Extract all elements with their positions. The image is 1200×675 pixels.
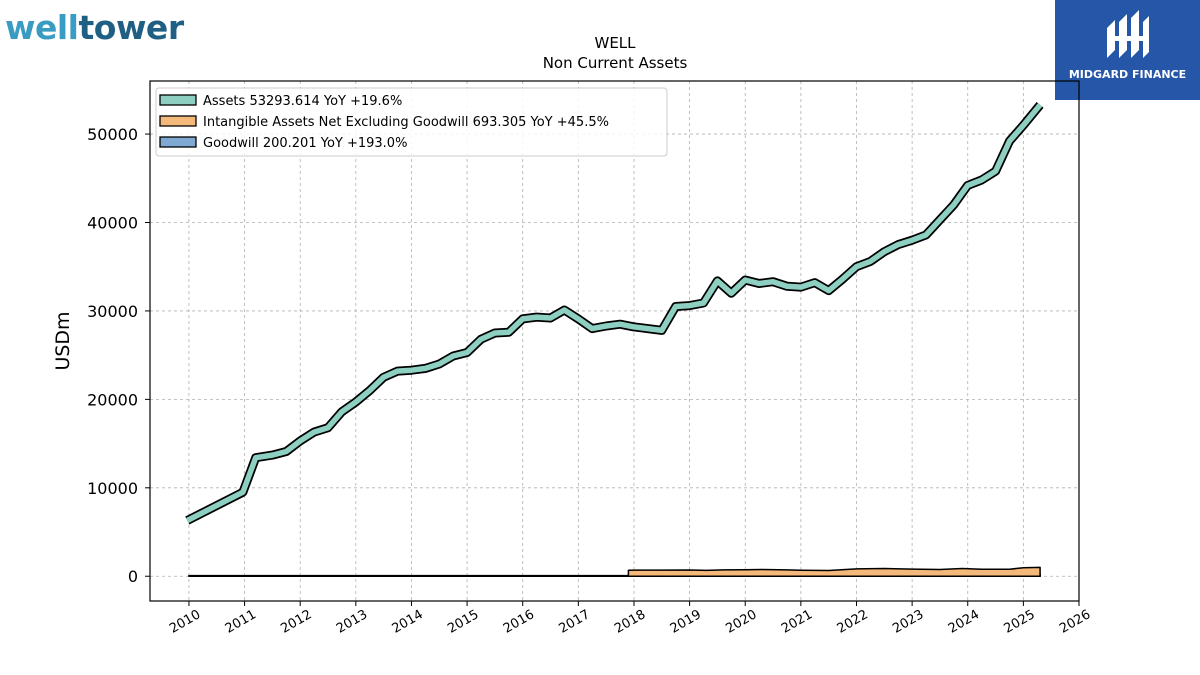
x-tick-label: 2022 bbox=[835, 607, 871, 637]
x-tick-label: 2014 bbox=[390, 607, 426, 637]
grid-lines bbox=[150, 81, 1080, 601]
y-tick-label: 40000 bbox=[87, 213, 138, 232]
x-tick-label: 2019 bbox=[668, 607, 704, 637]
y-axis: 0 10000 20000 30000 40000 50000 bbox=[87, 125, 150, 586]
series-layer bbox=[185, 102, 1044, 577]
x-tick-label: 2023 bbox=[890, 607, 926, 637]
x-tick-label: 2013 bbox=[334, 607, 370, 637]
legend-label: Intangible Assets Net Excluding Goodwill… bbox=[203, 115, 609, 130]
y-axis-label: USDm bbox=[52, 311, 74, 370]
x-tick-label: 2010 bbox=[167, 607, 203, 637]
x-tick-label: 2012 bbox=[278, 607, 314, 637]
x-tick-label: 2024 bbox=[946, 607, 982, 637]
legend-swatch bbox=[159, 136, 197, 148]
x-tick-label: 2025 bbox=[1002, 607, 1038, 637]
x-tick-label: 2015 bbox=[445, 607, 481, 637]
midgard-emblem-icon bbox=[1107, 10, 1149, 58]
y-tick-label: 10000 bbox=[87, 479, 138, 498]
x-tick-label: 2026 bbox=[1057, 607, 1093, 637]
welltower-logo: welltower bbox=[5, 8, 184, 47]
y-tick-label: 50000 bbox=[87, 125, 138, 144]
x-tick-label: 2017 bbox=[557, 607, 593, 637]
assets-line bbox=[186, 103, 1043, 523]
midgard-brand-text: MIDGARD FINANCE bbox=[1068, 68, 1187, 81]
x-tick-label: 2021 bbox=[779, 607, 815, 637]
chart-subtitle: Non Current Assets bbox=[543, 54, 688, 72]
chart-title: WELL bbox=[594, 34, 636, 52]
legend-swatch bbox=[159, 115, 197, 127]
y-tick-label: 30000 bbox=[87, 302, 138, 321]
legend-swatch bbox=[159, 94, 197, 106]
plot-frame bbox=[149, 80, 1080, 602]
x-tick-label: 2011 bbox=[223, 607, 259, 637]
intangible-area bbox=[627, 566, 1041, 577]
legend-label: Goodwill 200.201 YoY +193.0% bbox=[203, 136, 407, 151]
x-tick-label: 2018 bbox=[612, 607, 648, 637]
legend-label: Assets 53293.614 YoY +19.6% bbox=[203, 94, 402, 109]
x-tick-label: 2020 bbox=[723, 607, 759, 637]
x-tick-label: 2016 bbox=[501, 607, 537, 637]
y-tick-label: 20000 bbox=[87, 390, 138, 409]
legend-box bbox=[155, 87, 668, 157]
legend: Assets 53293.614 YoY +19.6% Intangible As… bbox=[155, 87, 668, 157]
midgard-finance-logo: MIDGARD FINANCE bbox=[1055, 0, 1200, 100]
x-axis: 2010 2011 2012 2013 2014 2015 2016 2017 2018 2019… bbox=[167, 601, 1093, 637]
y-tick-label: 0 bbox=[128, 567, 138, 586]
